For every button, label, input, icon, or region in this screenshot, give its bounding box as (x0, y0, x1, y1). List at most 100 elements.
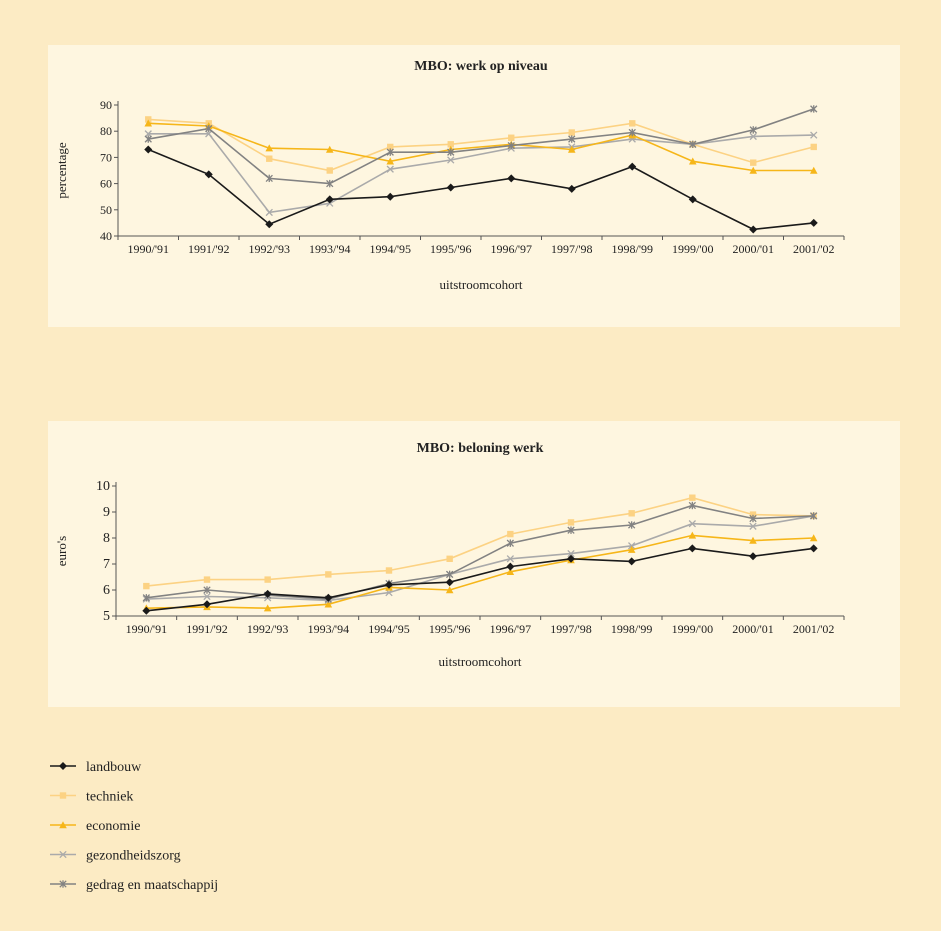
data-point-gedrag-en-maatschappij (810, 512, 818, 520)
data-point-techniek (446, 555, 453, 562)
data-point-techniek (568, 129, 575, 136)
series-gezondheidszorg (144, 130, 818, 217)
data-point-economie (749, 166, 758, 174)
data-point-landbouw (749, 552, 757, 561)
data-point-gedrag-en-maatschappij (446, 570, 454, 579)
data-point-techniek (264, 576, 271, 583)
series-economie (144, 119, 818, 174)
x-tick-label: 2001/'02 (793, 242, 835, 256)
data-point-landbouw (628, 162, 637, 171)
x-tick-label: 1995/'96 (429, 622, 471, 636)
data-point-economie (506, 568, 515, 575)
x-tick-label: 1991/'92 (186, 622, 228, 636)
data-point-gezondheidszorg (810, 131, 818, 139)
data-point-landbouw (325, 195, 334, 204)
data-point-landbouw (263, 589, 272, 598)
data-point-gedrag-en-maatschappij (326, 179, 334, 188)
data-point-landbouw (324, 593, 333, 602)
y-tick-label: 50 (100, 203, 112, 217)
legend-label: landbouw (86, 760, 142, 775)
data-point-economie (749, 536, 757, 544)
chart-panel-beloning-werk: MBO: beloning werk 5 6 7 8 9 10 1990/'91 1991/'9… (48, 421, 900, 707)
chart-title: MBO: werk op niveau (414, 59, 548, 74)
data-point-landbouw (749, 225, 758, 234)
data-point-gezondheidszorg (203, 592, 211, 601)
series-line-techniek (146, 496, 814, 587)
series-gedrag-en-maatschappij (144, 105, 818, 188)
y-tick-label: 10 (96, 479, 110, 494)
data-point-gedrag-en-maatschappij (749, 514, 757, 523)
data-point-gezondheidszorg (506, 555, 514, 563)
data-point-gezondheidszorg (628, 542, 636, 550)
legend-marker (59, 762, 67, 770)
series-gedrag-en-maatschappij (142, 501, 818, 603)
x-tick-label: 1992/'93 (249, 242, 291, 256)
data-point-gezondheidszorg (749, 522, 757, 530)
x-tick-label: 1990/'91 (128, 242, 170, 256)
data-point-economie (324, 600, 333, 608)
series-line-economie (148, 122, 814, 172)
data-point-techniek (507, 530, 514, 538)
series-economie (142, 531, 818, 612)
data-point-gedrag-en-maatschappij (749, 126, 757, 134)
data-point-gezondheidszorg (386, 165, 394, 173)
legend-marker (59, 850, 67, 859)
data-point-techniek (203, 576, 211, 583)
data-point-economie (688, 157, 697, 165)
x-axis-label: uitstroomcohort (439, 277, 522, 292)
data-point-landbouw (204, 170, 213, 179)
x-tick-label: 1991/'92 (188, 242, 230, 256)
data-point-landbouw (567, 184, 576, 193)
x-tick-label: 1994/'95 (368, 622, 410, 636)
x-tick-label: 2001/'02 (793, 622, 835, 636)
x-tick-label: 1994/'95 (370, 242, 412, 256)
data-point-landbouw (567, 554, 575, 563)
x-tick-label: 1999/'00 (672, 242, 714, 256)
data-point-landbouw (386, 192, 395, 201)
data-point-gedrag-en-maatschappij (144, 135, 152, 143)
series-line-gedrag-en-maatschappij (148, 108, 815, 185)
data-point-techniek (629, 120, 636, 127)
x-tick-label: 2000/'01 (733, 242, 775, 256)
data-point-landbouw (507, 174, 516, 183)
data-point-landbouw (809, 218, 818, 227)
y-tick-label: 7 (103, 557, 110, 572)
y-tick-label: 60 (100, 177, 112, 191)
series-landbouw (144, 145, 818, 234)
legend-label: gedrag en maatschappij (86, 878, 218, 893)
data-point-landbouw (265, 220, 274, 229)
legend-marker (59, 880, 67, 888)
legend-marker (59, 792, 67, 799)
y-tick-label: 40 (100, 229, 112, 243)
chart-werk-op-niveau: MBO: werk op niveau 40 50 60 70 80 90 1990/'91 1… (54, 59, 845, 292)
series-line-gezondheidszorg (148, 133, 814, 214)
series-line-techniek (148, 118, 815, 172)
legend-marker (59, 821, 67, 829)
y-tick-label: 80 (100, 124, 112, 138)
data-point-economie (809, 534, 818, 542)
data-point-techniek (628, 510, 635, 517)
data-point-gezondheidszorg (205, 130, 213, 138)
data-point-gedrag-en-maatschappij (810, 105, 818, 113)
data-point-economie (325, 145, 334, 153)
data-point-techniek (326, 167, 333, 174)
data-point-economie (567, 145, 576, 153)
data-point-landbouw (506, 562, 515, 571)
data-point-gedrag-en-maatschappij (506, 539, 514, 547)
x-axis-label: uitstroomcohort (438, 654, 521, 669)
x-tick-label: 1996/'97 (490, 622, 532, 636)
data-point-gezondheidszorg (688, 520, 696, 528)
data-point-economie (265, 144, 274, 152)
data-point-techniek (508, 134, 515, 141)
legend-item-gedrag-en-maatschappij: gedrag en maatschappij (50, 878, 218, 893)
data-point-techniek (325, 571, 332, 578)
data-point-gedrag-en-maatschappij (205, 124, 213, 133)
legend-item-landbouw: landbouw (50, 760, 142, 775)
y-axis-label: euro's (54, 536, 69, 567)
data-point-techniek (567, 519, 575, 526)
data-point-economie (445, 586, 454, 594)
data-point-techniek (689, 494, 696, 501)
chart-title: MBO: beloning werk (417, 441, 544, 456)
x-tick-label: 1993/'94 (308, 622, 350, 636)
